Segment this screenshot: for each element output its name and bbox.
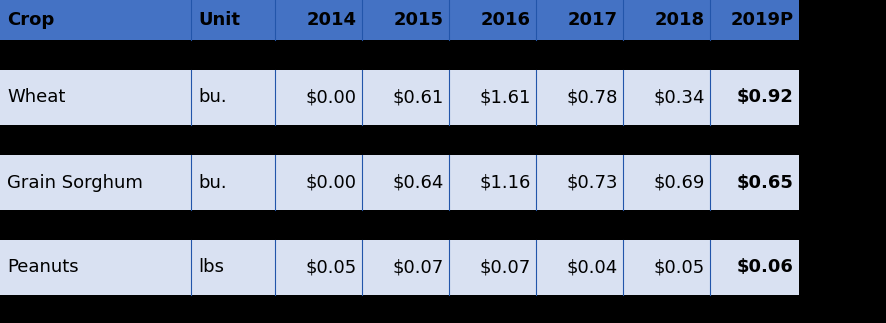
- Bar: [0, 240, 190, 295]
- Text: $0.92: $0.92: [736, 89, 793, 107]
- Bar: [0, 70, 190, 125]
- Bar: [190, 70, 275, 125]
- Text: 2017: 2017: [567, 11, 618, 29]
- Bar: [275, 70, 361, 125]
- Text: $0.07: $0.07: [479, 258, 531, 276]
- Text: Unit: Unit: [198, 11, 240, 29]
- Bar: [535, 240, 622, 295]
- Text: $0.05: $0.05: [306, 258, 356, 276]
- Bar: [448, 155, 535, 210]
- Text: Wheat: Wheat: [7, 89, 66, 107]
- Bar: [275, 0, 361, 40]
- Bar: [709, 70, 798, 125]
- Bar: [622, 155, 709, 210]
- Text: $0.64: $0.64: [392, 173, 444, 192]
- Text: $0.61: $0.61: [392, 89, 444, 107]
- Text: $0.65: $0.65: [736, 173, 793, 192]
- Text: $0.00: $0.00: [306, 89, 356, 107]
- Text: lbs: lbs: [198, 258, 224, 276]
- Text: $0.04: $0.04: [566, 258, 618, 276]
- Text: 2015: 2015: [393, 11, 444, 29]
- Text: $0.34: $0.34: [653, 89, 704, 107]
- Text: $0.07: $0.07: [392, 258, 444, 276]
- Bar: [448, 70, 535, 125]
- Bar: [622, 0, 709, 40]
- Text: bu.: bu.: [198, 89, 226, 107]
- Text: $0.69: $0.69: [653, 173, 704, 192]
- Text: 2014: 2014: [307, 11, 356, 29]
- Text: bu.: bu.: [198, 173, 226, 192]
- Bar: [361, 0, 448, 40]
- Text: $1.16: $1.16: [479, 173, 531, 192]
- Bar: [622, 70, 709, 125]
- Bar: [0, 0, 190, 40]
- Bar: [709, 240, 798, 295]
- Text: $0.00: $0.00: [306, 173, 356, 192]
- Bar: [448, 0, 535, 40]
- Bar: [448, 240, 535, 295]
- Text: $0.78: $0.78: [566, 89, 618, 107]
- Text: Grain Sorghum: Grain Sorghum: [7, 173, 143, 192]
- Bar: [709, 155, 798, 210]
- Text: 2019P: 2019P: [730, 11, 793, 29]
- Bar: [709, 0, 798, 40]
- Bar: [0, 155, 190, 210]
- Bar: [535, 0, 622, 40]
- Bar: [190, 0, 275, 40]
- Text: $0.05: $0.05: [653, 258, 704, 276]
- Bar: [535, 155, 622, 210]
- Text: $0.06: $0.06: [736, 258, 793, 276]
- Bar: [275, 155, 361, 210]
- Text: 2016: 2016: [480, 11, 531, 29]
- Text: $0.73: $0.73: [566, 173, 618, 192]
- Bar: [361, 240, 448, 295]
- Bar: [190, 240, 275, 295]
- Text: 2018: 2018: [654, 11, 704, 29]
- Bar: [275, 240, 361, 295]
- Text: Crop: Crop: [7, 11, 54, 29]
- Text: Peanuts: Peanuts: [7, 258, 79, 276]
- Bar: [190, 155, 275, 210]
- Bar: [361, 70, 448, 125]
- Bar: [535, 70, 622, 125]
- Bar: [622, 240, 709, 295]
- Bar: [361, 155, 448, 210]
- Text: $1.61: $1.61: [479, 89, 531, 107]
